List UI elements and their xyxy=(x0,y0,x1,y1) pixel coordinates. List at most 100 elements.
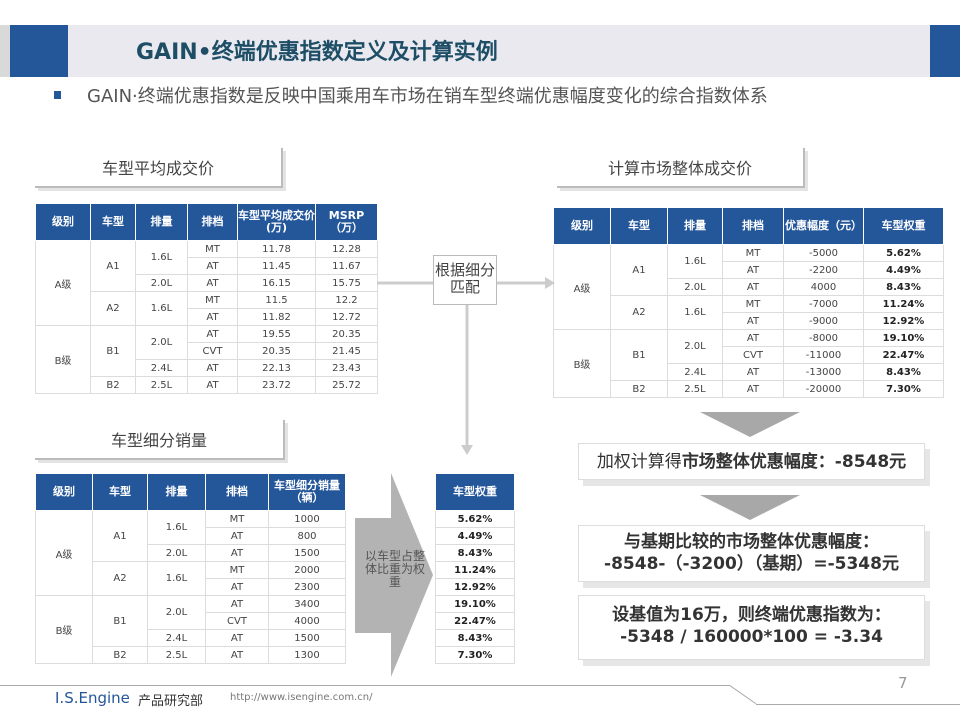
model-cell: A1 xyxy=(92,510,148,562)
column-header: 车型 xyxy=(92,473,148,511)
value-cell: 12.92% xyxy=(863,312,944,330)
displacement-cell: 2.0L xyxy=(147,595,206,630)
page-title: GAIN•终端优惠指数定义及计算实例 xyxy=(136,40,498,65)
displacement-cell: 2.0L xyxy=(147,544,206,562)
transmission-cell: AT xyxy=(722,312,784,330)
table-row: AT 11.82 12.72 xyxy=(36,308,378,326)
table-row: B2 2.5L AT 1300 xyxy=(36,646,346,664)
displacement-cell: 2.0L xyxy=(135,325,188,360)
value-cell: 19.55 xyxy=(237,325,316,343)
transmission-cell: AT xyxy=(187,308,238,326)
table-row: 11.24% xyxy=(435,561,515,579)
value-cell: 1500 xyxy=(268,629,346,647)
table-row: 19.10% xyxy=(435,595,515,613)
transmission-cell: MT xyxy=(205,561,269,579)
value-cell: 20.35 xyxy=(237,342,316,360)
transmission-cell: AT xyxy=(722,329,784,347)
displacement-cell: 1.6L xyxy=(135,291,188,326)
column-header: 优惠幅度（元） xyxy=(783,207,864,245)
model-cell: A2 xyxy=(90,291,136,326)
arrow-down-icon xyxy=(700,495,800,520)
value-cell: 25.72 xyxy=(315,376,378,394)
model-cell: A1 xyxy=(90,240,136,292)
step3-line2: -5348 / 160000*100 = -3.34 xyxy=(620,627,883,647)
weight-cell: 7.30% xyxy=(435,646,515,664)
displacement-cell: 2.5L xyxy=(135,376,188,394)
column-header: 排量 xyxy=(135,203,188,241)
value-cell: 20.35 xyxy=(315,325,378,343)
column-header: MSRP（万） xyxy=(315,203,378,241)
model-cell: A2 xyxy=(92,561,148,596)
table-row: 7.30% xyxy=(435,646,515,664)
weight-cell: 11.24% xyxy=(435,561,515,579)
value-cell: 1500 xyxy=(268,544,346,562)
weight-cell: 8.43% xyxy=(435,544,515,562)
value-cell: 800 xyxy=(268,527,346,545)
model-cell: B1 xyxy=(610,329,668,381)
value-cell: 4000 xyxy=(268,612,346,630)
value-cell: 21.45 xyxy=(315,342,378,360)
footer-url[interactable]: http://www.isengine.com.cn/ xyxy=(230,692,373,703)
weight-arrow-label: 以车型占整体比重为权重 xyxy=(364,549,425,589)
segment-sales-table: 级别 车型 排量 排档 车型细分销量（辆） A级 A1 1.6L MT 1000 AT 800 2.0L… xyxy=(35,473,346,664)
step3-line1: 设基值为16万，则终端优惠指数为： xyxy=(612,605,891,625)
table-row: A级 A1 1.6L MT -5000 5.62% xyxy=(553,244,944,330)
level-cell: A级 xyxy=(35,510,93,596)
value-cell: 3400 xyxy=(268,595,346,613)
transmission-cell: MT xyxy=(722,244,784,262)
transmission-cell: CVT xyxy=(722,346,784,364)
footer-divider-right xyxy=(756,704,960,705)
value-cell: 11.24% xyxy=(863,295,944,313)
value-cell: -11000 xyxy=(783,346,864,364)
model-cell: B2 xyxy=(90,376,136,394)
table-row: CVT 20.35 21.45 xyxy=(36,342,378,360)
footer-brand: I.S.Engine xyxy=(55,689,130,707)
value-cell: 8.43% xyxy=(863,363,944,381)
value-cell: -13000 xyxy=(783,363,864,381)
transmission-cell: AT xyxy=(187,257,238,275)
arrow-right-icon xyxy=(545,277,555,289)
weight-table: 车型权重 5.62% 4.49% 8.43% 11.24% 12.92% 19.10% 22.… xyxy=(435,473,515,664)
avg-price-table: 级别 车型 排量 排档 车型平均成交价(万) MSRP（万） A级 A1 1.6L MT 11.78… xyxy=(35,203,378,394)
column-header: 车型权重 xyxy=(435,473,515,511)
table-row: 2.4L AT -13000 8.43% xyxy=(554,363,944,381)
transmission-cell: MT xyxy=(205,510,269,528)
transmission-cell: CVT xyxy=(187,342,238,360)
result-step1: 加权计算得市场整体优惠幅度：-8548元 xyxy=(578,443,925,480)
table-row: 12.92% xyxy=(435,578,515,596)
table-row: B级 B1 2.0L AT -8000 19.10% xyxy=(553,329,944,398)
table-row: A级 A1 1.6L MT 11.78 12.28 xyxy=(35,240,378,326)
value-cell: 15.75 xyxy=(315,274,378,292)
table-row: B级 B1 2.0L AT 3400 xyxy=(35,595,346,664)
transmission-cell: AT xyxy=(205,578,269,596)
value-cell: 12.2 xyxy=(315,291,378,309)
table-row: B2 2.5L AT 23.72 25.72 xyxy=(36,376,378,394)
value-cell: 4.49% xyxy=(863,261,944,279)
model-cell: B1 xyxy=(92,595,148,647)
transmission-cell: MT xyxy=(187,240,238,258)
step2-line2: -8548-（-3200）（基期）=-5348元 xyxy=(604,554,899,574)
discount-table: 级别 车型 排量 排档 优惠幅度（元） 车型权重 A级 A1 1.6L MT -5000 5.62% A… xyxy=(553,207,944,398)
weight-cell: 8.43% xyxy=(435,629,515,647)
column-header: 车型细分销量（辆） xyxy=(268,473,346,511)
transmission-cell: AT xyxy=(205,595,269,613)
result-step2: 与基期比较的市场整体优惠幅度： -8548-（-3200）（基期）=-5348元 xyxy=(578,525,925,582)
value-cell: 5.62% xyxy=(863,244,944,262)
value-cell: 12.28 xyxy=(315,240,378,258)
connector-lines xyxy=(377,277,555,455)
footer-divider xyxy=(0,685,730,686)
table-row: 4.49% xyxy=(435,527,515,545)
arrow-up-icon xyxy=(461,445,473,455)
footer-dept: 产品研究部 xyxy=(138,694,204,709)
level-cell: A级 xyxy=(553,244,611,330)
section-avg-price: 车型平均成交价 xyxy=(35,148,283,188)
step1-prefix: 加权计算得 xyxy=(596,452,682,472)
transmission-cell: MT xyxy=(722,295,784,313)
weight-cell: 22.47% xyxy=(435,612,515,630)
value-cell: 23.43 xyxy=(315,359,378,377)
value-cell: 11.82 xyxy=(237,308,316,326)
value-cell: -9000 xyxy=(783,312,864,330)
column-header: 车型 xyxy=(610,207,668,245)
table-row: 5.62% xyxy=(435,510,515,528)
weight-cell: 5.62% xyxy=(435,510,515,528)
